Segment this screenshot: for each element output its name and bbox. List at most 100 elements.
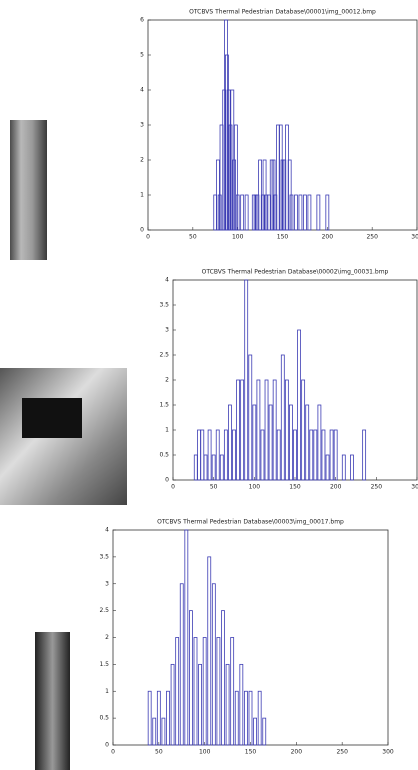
- bar: [239, 663, 244, 746]
- x-tick-label: 250: [336, 749, 348, 756]
- bar: [253, 717, 257, 746]
- bar: [203, 454, 208, 481]
- bar: [211, 454, 216, 481]
- bar: [215, 429, 220, 481]
- chart-title: OTCBVS Thermal Pedestrian Database\00002…: [202, 269, 389, 276]
- bar: [236, 379, 240, 481]
- y-tick-label: 1: [165, 427, 169, 434]
- bar: [147, 690, 152, 746]
- x-tick-label: 300: [411, 484, 418, 491]
- y-tick-label: 2: [105, 634, 109, 641]
- bar: [234, 690, 239, 746]
- bar: [216, 637, 221, 746]
- bar: [202, 637, 207, 746]
- bar: [284, 379, 289, 481]
- bar: [156, 690, 161, 746]
- x-tick-label: 200: [322, 234, 334, 241]
- x-tick-label: 100: [199, 749, 211, 756]
- bar: [256, 379, 261, 481]
- bar: [198, 663, 202, 746]
- y-tick-label: 0.5: [159, 452, 169, 459]
- plot-area: [172, 279, 418, 481]
- bar: [341, 454, 346, 481]
- x-tick-label: 150: [289, 484, 301, 491]
- bar: [161, 717, 166, 746]
- bar: [244, 279, 249, 481]
- bar: [276, 429, 281, 481]
- bar: [232, 429, 236, 481]
- bar: [329, 429, 334, 481]
- y-tick-label: 2: [140, 157, 144, 164]
- y-tick-label: 0: [165, 477, 169, 484]
- bar: [152, 717, 157, 746]
- bar: [197, 429, 201, 481]
- bar: [211, 583, 216, 746]
- y-tick-label: 2: [165, 377, 169, 384]
- bar: [260, 429, 265, 481]
- x-tick-label: 50: [210, 484, 218, 491]
- y-tick-label: 3: [165, 327, 169, 334]
- y-tick-label: 4: [165, 277, 169, 284]
- bar: [350, 454, 354, 481]
- bar: [313, 429, 318, 481]
- bar: [248, 690, 253, 746]
- chart-title: OTCBVS Thermal Pedestrian Database\00003…: [157, 519, 344, 526]
- bar: [272, 379, 277, 481]
- bar: [297, 329, 301, 481]
- thumbnail: [35, 632, 70, 770]
- bar: [301, 379, 306, 481]
- x-tick-label: 250: [366, 234, 378, 241]
- bar: [189, 610, 193, 746]
- x-tick-label: 0: [171, 484, 175, 491]
- bar: [240, 379, 245, 481]
- y-tick-label: 3: [140, 122, 144, 129]
- bar: [289, 194, 294, 231]
- y-tick-label: 0.5: [99, 715, 109, 722]
- y-tick-label: 3.5: [159, 302, 169, 309]
- bar: [268, 404, 273, 481]
- x-tick-label: 100: [249, 484, 261, 491]
- bar: [257, 690, 262, 746]
- bar: [262, 717, 267, 746]
- y-tick-label: 1.5: [159, 402, 169, 409]
- bar: [175, 637, 180, 746]
- x-tick-label: 100: [232, 234, 244, 241]
- thumbnail-detail: [22, 398, 82, 438]
- y-tick-label: 6: [140, 17, 144, 24]
- x-tick-label: 250: [371, 484, 383, 491]
- bar: [321, 429, 326, 481]
- bar: [221, 610, 225, 746]
- bar: [325, 194, 330, 231]
- bar: [228, 404, 232, 481]
- chart-title: OTCBVS Thermal Pedestrian Database\00001…: [189, 9, 376, 16]
- bar: [207, 429, 212, 481]
- bar: [362, 429, 367, 481]
- bar: [298, 194, 303, 231]
- x-tick-label: 150: [245, 749, 257, 756]
- x-tick-label: 300: [382, 749, 394, 756]
- bar: [248, 354, 253, 481]
- bar: [193, 454, 198, 481]
- bar: [280, 354, 285, 481]
- bar: [244, 690, 248, 746]
- bar: [303, 194, 307, 231]
- x-tick-label: 300: [411, 234, 418, 241]
- y-tick-label: 2.5: [99, 607, 109, 614]
- y-tick-label: 3: [105, 580, 109, 587]
- y-tick-label: 1.5: [99, 661, 109, 668]
- x-tick-label: 200: [291, 749, 303, 756]
- y-tick-label: 4: [140, 87, 144, 94]
- bar: [316, 194, 321, 231]
- plot-area: [112, 529, 389, 746]
- bar: [294, 194, 298, 231]
- bar: [200, 429, 205, 481]
- bar: [230, 637, 235, 746]
- bar: [219, 454, 224, 481]
- y-tick-label: 0: [140, 227, 144, 234]
- bar: [170, 663, 175, 746]
- bar: [223, 429, 228, 481]
- y-tick-label: 0: [105, 742, 109, 749]
- y-tick-label: 4: [105, 527, 109, 534]
- x-tick-label: 50: [155, 749, 163, 756]
